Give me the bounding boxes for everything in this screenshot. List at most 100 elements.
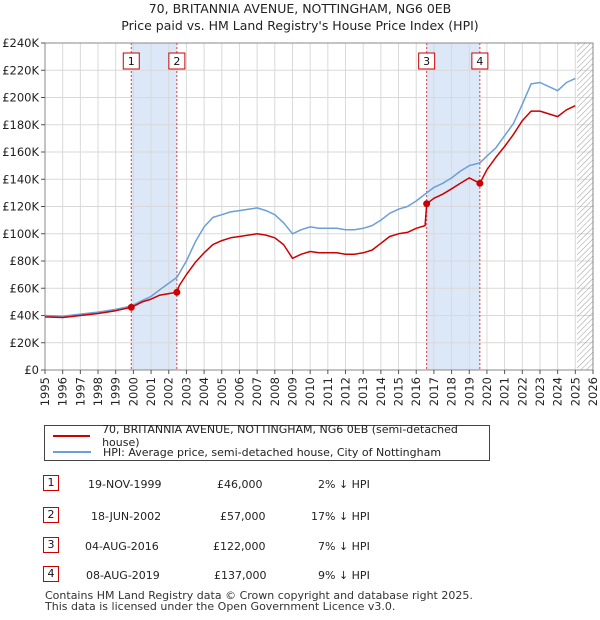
- x-tick-label: 2002: [162, 377, 176, 406]
- sale-badge-label: 4: [476, 55, 483, 68]
- sale-badge-label: 2: [173, 55, 180, 68]
- transaction-price: £122,000: [213, 540, 266, 553]
- legend-swatch-price: [53, 435, 91, 437]
- y-tick-label: £120K: [2, 200, 39, 214]
- x-tick-label: 2014: [374, 377, 388, 406]
- sale-marker: [476, 179, 484, 187]
- sale-markers: [127, 179, 484, 311]
- x-tick-label: 2016: [409, 377, 423, 406]
- price-chart: 1 2 3 4 £0 £20K £40K £60K £80K £100K £120K £140K £1…: [2, 36, 600, 406]
- legend-label-price: 70, BRITANNIA AVENUE, NOTTINGHAM, NG6 0E…: [102, 423, 458, 449]
- sale-guides: [130, 43, 481, 370]
- x-tick-label: 2005: [215, 377, 229, 406]
- x-tick-label: 2006: [232, 377, 246, 406]
- y-tick-label: £80K: [10, 254, 40, 268]
- chart-title: 70, BRITANNIA AVENUE, NOTTINGHAM, NG6 0E…: [0, 0, 600, 34]
- x-tick-label: 2015: [392, 377, 406, 406]
- grid-lines: [44, 42, 594, 371]
- sale-badge-label: 1: [128, 55, 135, 68]
- sale-badge-box: [471, 52, 489, 70]
- x-tick-label: 2023: [533, 377, 547, 406]
- legend-swatch-hpi: [53, 451, 91, 453]
- future-hatch-area: [577, 43, 593, 370]
- x-tick-label: 2019: [462, 377, 476, 406]
- sale-badge: 3: [418, 52, 436, 70]
- x-tick-label: 2012: [339, 377, 353, 406]
- table-row: 3 04-AUG-2016 £122,000 7% ↓ HPI: [0, 537, 600, 557]
- x-tick-label: 2017: [427, 377, 441, 406]
- y-tick-label: £220K: [2, 63, 39, 77]
- transaction-badge: 4: [43, 566, 59, 582]
- sale-marker: [127, 303, 135, 311]
- transaction-date: 04-AUG-2016: [85, 540, 159, 553]
- x-tick-label: 2008: [268, 377, 282, 406]
- x-tick-label: 2001: [144, 377, 158, 406]
- transaction-price: £46,000: [217, 478, 263, 491]
- transaction-badge: 1: [43, 475, 59, 491]
- copyright-notice: Contains HM Land Registry data © Crown c…: [45, 589, 473, 602]
- sale-marker: [423, 200, 431, 208]
- sale-badge: 2: [168, 52, 186, 70]
- x-tick-label: 2013: [356, 377, 370, 406]
- x-tick-label: 2024: [551, 377, 565, 406]
- transaction-date: 08-AUG-2019: [86, 569, 160, 582]
- y-tick-label: £240K: [2, 36, 39, 50]
- x-tick-label: 2022: [515, 377, 529, 406]
- y-tick-label: £200K: [2, 91, 39, 105]
- y-tick-label: £0: [24, 363, 39, 377]
- x-tick-label: 2000: [126, 377, 140, 406]
- x-tick-label: 1995: [38, 377, 52, 406]
- x-tick-label: 2026: [586, 377, 600, 406]
- sale-marker: [173, 288, 181, 296]
- transaction-badge: 3: [43, 537, 59, 553]
- y-tick-label: £20K: [10, 336, 40, 350]
- legend-item-price: 70, BRITANNIA AVENUE, NOTTINGHAM, NG6 0E…: [53, 423, 489, 449]
- transaction-delta: 17% ↓ HPI: [311, 510, 370, 523]
- sale-badges: 1 2 3 4: [122, 52, 489, 70]
- transaction-price: £137,000: [214, 569, 267, 582]
- title-address: 70, BRITANNIA AVENUE, NOTTINGHAM, NG6 0E…: [148, 1, 452, 16]
- x-tick-label: 1997: [73, 377, 87, 406]
- transaction-delta: 9% ↓ HPI: [318, 569, 370, 582]
- x-axis-ticks: 1995 1996 1997 1998 1999 2000 2001 2002 2003 2004…: [38, 370, 600, 406]
- y-tick-label: £180K: [2, 118, 39, 132]
- y-tick-label: £60K: [10, 281, 40, 295]
- x-tick-label: 2011: [321, 377, 335, 406]
- transaction-date: 19-NOV-1999: [88, 478, 162, 491]
- future-hatch: [577, 43, 593, 370]
- sale-badge-box: [418, 52, 436, 70]
- transaction-delta: 7% ↓ HPI: [318, 540, 370, 553]
- y-tick-label: £40K: [10, 309, 40, 323]
- transaction-badge: 2: [43, 507, 59, 523]
- sale-badge-box: [168, 52, 186, 70]
- x-tick-label: 2009: [285, 377, 299, 406]
- x-tick-label: 1998: [91, 377, 105, 406]
- legend-item-hpi: HPI: Average price, semi-detached house,…: [53, 444, 441, 460]
- transaction-price: £57,000: [220, 510, 266, 523]
- x-tick-label: 2007: [250, 377, 264, 406]
- sale-badge-label: 3: [423, 55, 430, 68]
- x-tick-label: 2003: [179, 377, 193, 406]
- table-row: 1 19-NOV-1999 £46,000 2% ↓ HPI: [0, 475, 600, 495]
- hpi-line: [44, 77, 576, 317]
- table-row: 4 08-AUG-2019 £137,000 9% ↓ HPI: [0, 566, 600, 586]
- table-row: 2 18-JUN-2002 £57,000 17% ↓ HPI: [0, 507, 600, 527]
- x-tick-label: 1996: [56, 377, 70, 406]
- legend-label-hpi: HPI: Average price, semi-detached house,…: [103, 445, 442, 459]
- x-tick-label: 2010: [303, 377, 317, 406]
- sale-badge: 4: [471, 52, 489, 70]
- legend: 70, BRITANNIA AVENUE, NOTTINGHAM, NG6 0E…: [44, 423, 490, 461]
- licence-notice: This data is licensed under the Open Gov…: [45, 600, 396, 613]
- y-tick-label: £160K: [2, 145, 39, 159]
- sale-badge-box: [122, 52, 140, 70]
- x-tick-label: 2004: [197, 377, 211, 406]
- transaction-date: 18-JUN-2002: [91, 510, 162, 523]
- x-tick-label: 1999: [109, 377, 123, 406]
- y-axis-ticks: £0 £20K £40K £60K £80K £100K £120K £140K £160K £1…: [2, 36, 45, 377]
- x-tick-label: 2020: [480, 377, 494, 406]
- sale-badge: 1: [122, 52, 140, 70]
- title-subtitle: Price paid vs. HM Land Registry's House …: [121, 18, 479, 33]
- y-tick-label: £140K: [2, 172, 39, 186]
- y-tick-label: £100K: [2, 227, 39, 241]
- x-tick-label: 2025: [568, 377, 582, 406]
